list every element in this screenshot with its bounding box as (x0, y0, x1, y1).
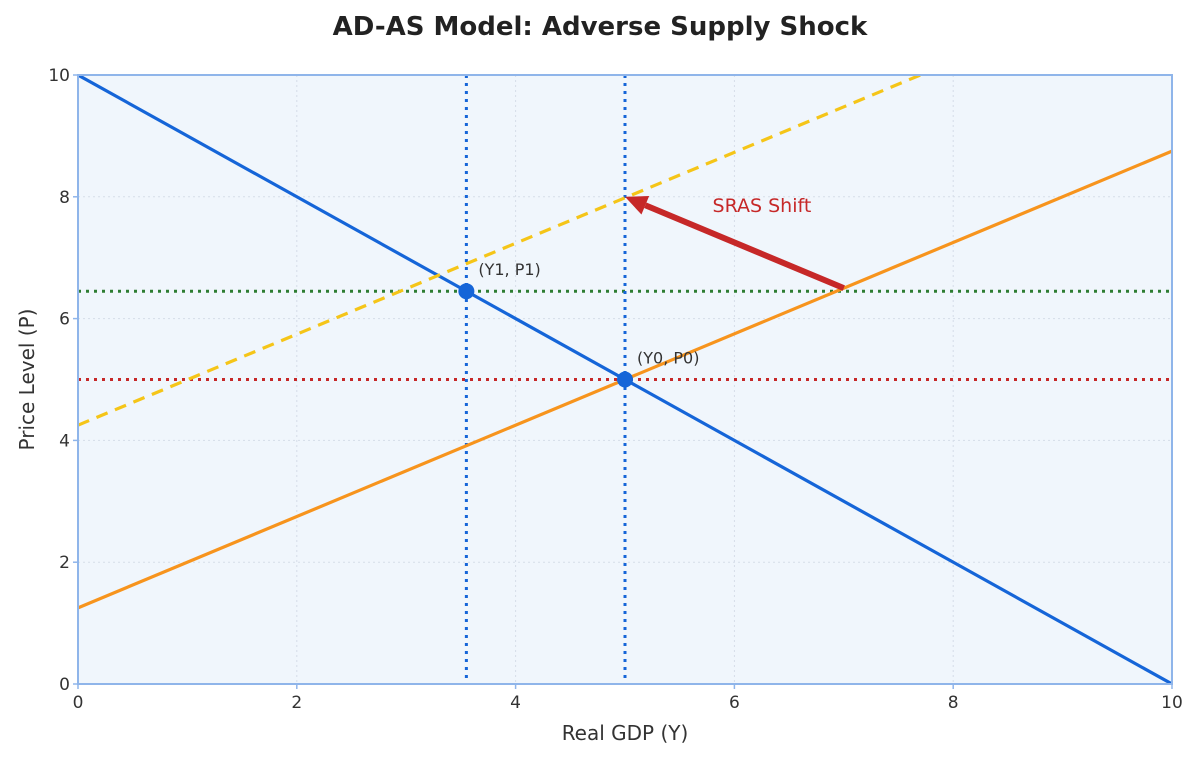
plot-border (77, 74, 1173, 685)
y-tick-label: 10 (48, 66, 70, 86)
y-axis-title: Price Level (P) (15, 309, 39, 451)
y-tick-label: 6 (59, 310, 70, 330)
equilibrium-point-label: (Y1, P1) (478, 260, 540, 279)
x-tick-label: 6 (729, 693, 740, 713)
y-tick-label: 0 (59, 675, 70, 695)
annotation-label: SRAS Shift (713, 195, 812, 217)
equilibrium-point-label: (Y0, P0) (637, 349, 699, 368)
chart-title: AD-AS Model: Adverse Supply Shock (332, 12, 868, 42)
series-line-2 (78, 75, 921, 427)
annotation-arrow-head (625, 196, 650, 215)
x-tick-label: 4 (510, 693, 521, 713)
annotation-arrow-shaft (644, 202, 845, 291)
x-axis-title: Real GDP (Y) (562, 721, 689, 745)
x-tick-label: 8 (948, 693, 959, 713)
x-tick-label: 10 (1161, 693, 1183, 713)
y-tick-label: 8 (59, 188, 70, 208)
x-tick-label: 2 (291, 693, 302, 713)
x-tick-label: 0 (73, 693, 84, 713)
equilibrium-point (617, 371, 633, 388)
y-tick-label: 4 (59, 431, 70, 451)
equilibrium-point (458, 283, 475, 300)
y-tick-label: 2 (59, 553, 70, 573)
